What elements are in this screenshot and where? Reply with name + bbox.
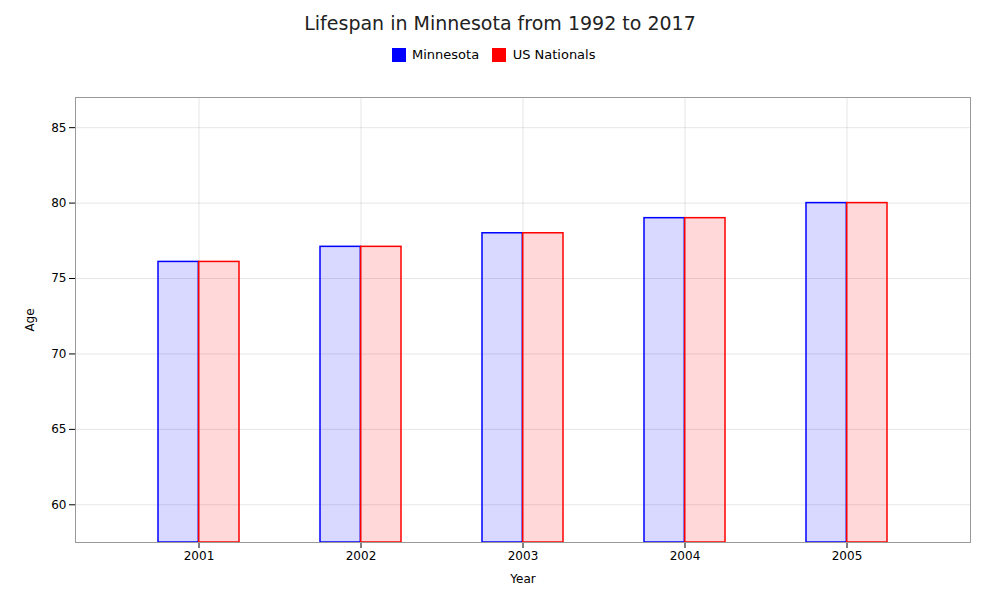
html-text:Lifespan in Minnesota from 199: Lifespan in Minnesota from 1992 to 2017: [304, 12, 696, 34]
svg-text:80: 80: [51, 195, 66, 209]
svg-text:2002: 2002: [346, 549, 377, 563]
html-text:Minnesota: Minnesota: [412, 47, 480, 62]
svg-text:Year: Year: [509, 571, 535, 585]
svg-text:60: 60: [51, 497, 66, 511]
html-text:US Nationals: US Nationals: [512, 47, 596, 62]
svg-text:2001: 2001: [184, 549, 215, 563]
svg-text:85: 85: [51, 120, 66, 134]
svg-text:2005: 2005: [832, 549, 863, 563]
svg-text:75: 75: [51, 271, 66, 285]
svg-text:2003: 2003: [508, 549, 539, 563]
svg-text:2004: 2004: [670, 549, 701, 563]
svg-text:Age: Age: [23, 308, 37, 331]
svg-text:65: 65: [51, 422, 66, 436]
svg-text:70: 70: [51, 346, 66, 360]
